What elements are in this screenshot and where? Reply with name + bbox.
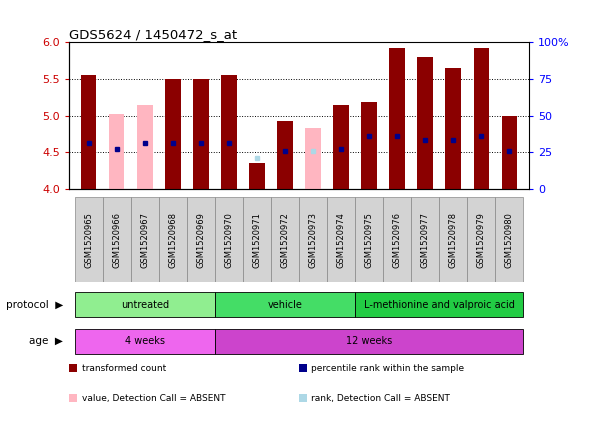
Text: GSM1520972: GSM1520972 xyxy=(281,212,290,268)
FancyBboxPatch shape xyxy=(271,198,299,283)
Bar xyxy=(502,115,517,189)
FancyBboxPatch shape xyxy=(467,198,495,283)
Text: untreated: untreated xyxy=(121,300,169,310)
Text: GSM1520976: GSM1520976 xyxy=(392,212,401,268)
FancyBboxPatch shape xyxy=(411,198,439,283)
FancyBboxPatch shape xyxy=(243,198,271,283)
Text: GSM1520980: GSM1520980 xyxy=(505,212,514,268)
Bar xyxy=(249,163,264,189)
FancyBboxPatch shape xyxy=(103,198,131,283)
FancyBboxPatch shape xyxy=(215,329,523,354)
Text: GDS5624 / 1450472_s_at: GDS5624 / 1450472_s_at xyxy=(69,28,237,41)
FancyBboxPatch shape xyxy=(439,198,467,283)
FancyBboxPatch shape xyxy=(383,198,411,283)
FancyBboxPatch shape xyxy=(159,198,187,283)
Bar xyxy=(474,48,489,189)
FancyBboxPatch shape xyxy=(75,198,103,283)
Text: GSM1520968: GSM1520968 xyxy=(168,212,177,268)
Text: GSM1520973: GSM1520973 xyxy=(308,212,317,268)
Bar xyxy=(334,104,349,189)
Text: 12 weeks: 12 weeks xyxy=(346,336,392,346)
FancyBboxPatch shape xyxy=(215,198,243,283)
Text: percentile rank within the sample: percentile rank within the sample xyxy=(311,363,465,373)
FancyBboxPatch shape xyxy=(327,198,355,283)
Text: protocol  ▶: protocol ▶ xyxy=(6,300,63,310)
Text: GSM1520969: GSM1520969 xyxy=(197,212,206,268)
Bar xyxy=(137,104,153,189)
Text: 4 weeks: 4 weeks xyxy=(125,336,165,346)
Bar xyxy=(109,114,124,189)
Bar xyxy=(361,102,377,189)
Bar xyxy=(165,79,180,189)
Text: vehicle: vehicle xyxy=(267,300,302,310)
Bar xyxy=(81,75,96,189)
Text: GSM1520977: GSM1520977 xyxy=(421,212,430,268)
FancyBboxPatch shape xyxy=(215,292,355,317)
Text: GSM1520971: GSM1520971 xyxy=(252,212,261,268)
Text: value, Detection Call = ABSENT: value, Detection Call = ABSENT xyxy=(82,394,225,403)
Bar xyxy=(277,121,293,189)
Bar xyxy=(418,57,433,189)
Text: transformed count: transformed count xyxy=(82,363,166,373)
Text: GSM1520965: GSM1520965 xyxy=(84,212,93,268)
Bar xyxy=(193,79,209,189)
FancyBboxPatch shape xyxy=(75,292,215,317)
FancyBboxPatch shape xyxy=(355,292,523,317)
Text: L-methionine and valproic acid: L-methionine and valproic acid xyxy=(364,300,514,310)
FancyBboxPatch shape xyxy=(495,198,523,283)
Text: age  ▶: age ▶ xyxy=(29,336,63,346)
Text: GSM1520974: GSM1520974 xyxy=(337,212,346,268)
Bar xyxy=(445,68,461,189)
Text: GSM1520978: GSM1520978 xyxy=(449,212,458,268)
Text: GSM1520979: GSM1520979 xyxy=(477,212,486,268)
Text: GSM1520970: GSM1520970 xyxy=(224,212,233,268)
FancyBboxPatch shape xyxy=(187,198,215,283)
Text: rank, Detection Call = ABSENT: rank, Detection Call = ABSENT xyxy=(311,394,450,403)
FancyBboxPatch shape xyxy=(299,198,327,283)
Text: GSM1520966: GSM1520966 xyxy=(112,212,121,268)
Bar xyxy=(389,48,405,189)
FancyBboxPatch shape xyxy=(131,198,159,283)
Bar xyxy=(221,75,237,189)
FancyBboxPatch shape xyxy=(75,329,215,354)
Text: GSM1520967: GSM1520967 xyxy=(140,212,149,268)
Bar xyxy=(305,128,321,189)
Text: GSM1520975: GSM1520975 xyxy=(365,212,374,268)
FancyBboxPatch shape xyxy=(355,198,383,283)
